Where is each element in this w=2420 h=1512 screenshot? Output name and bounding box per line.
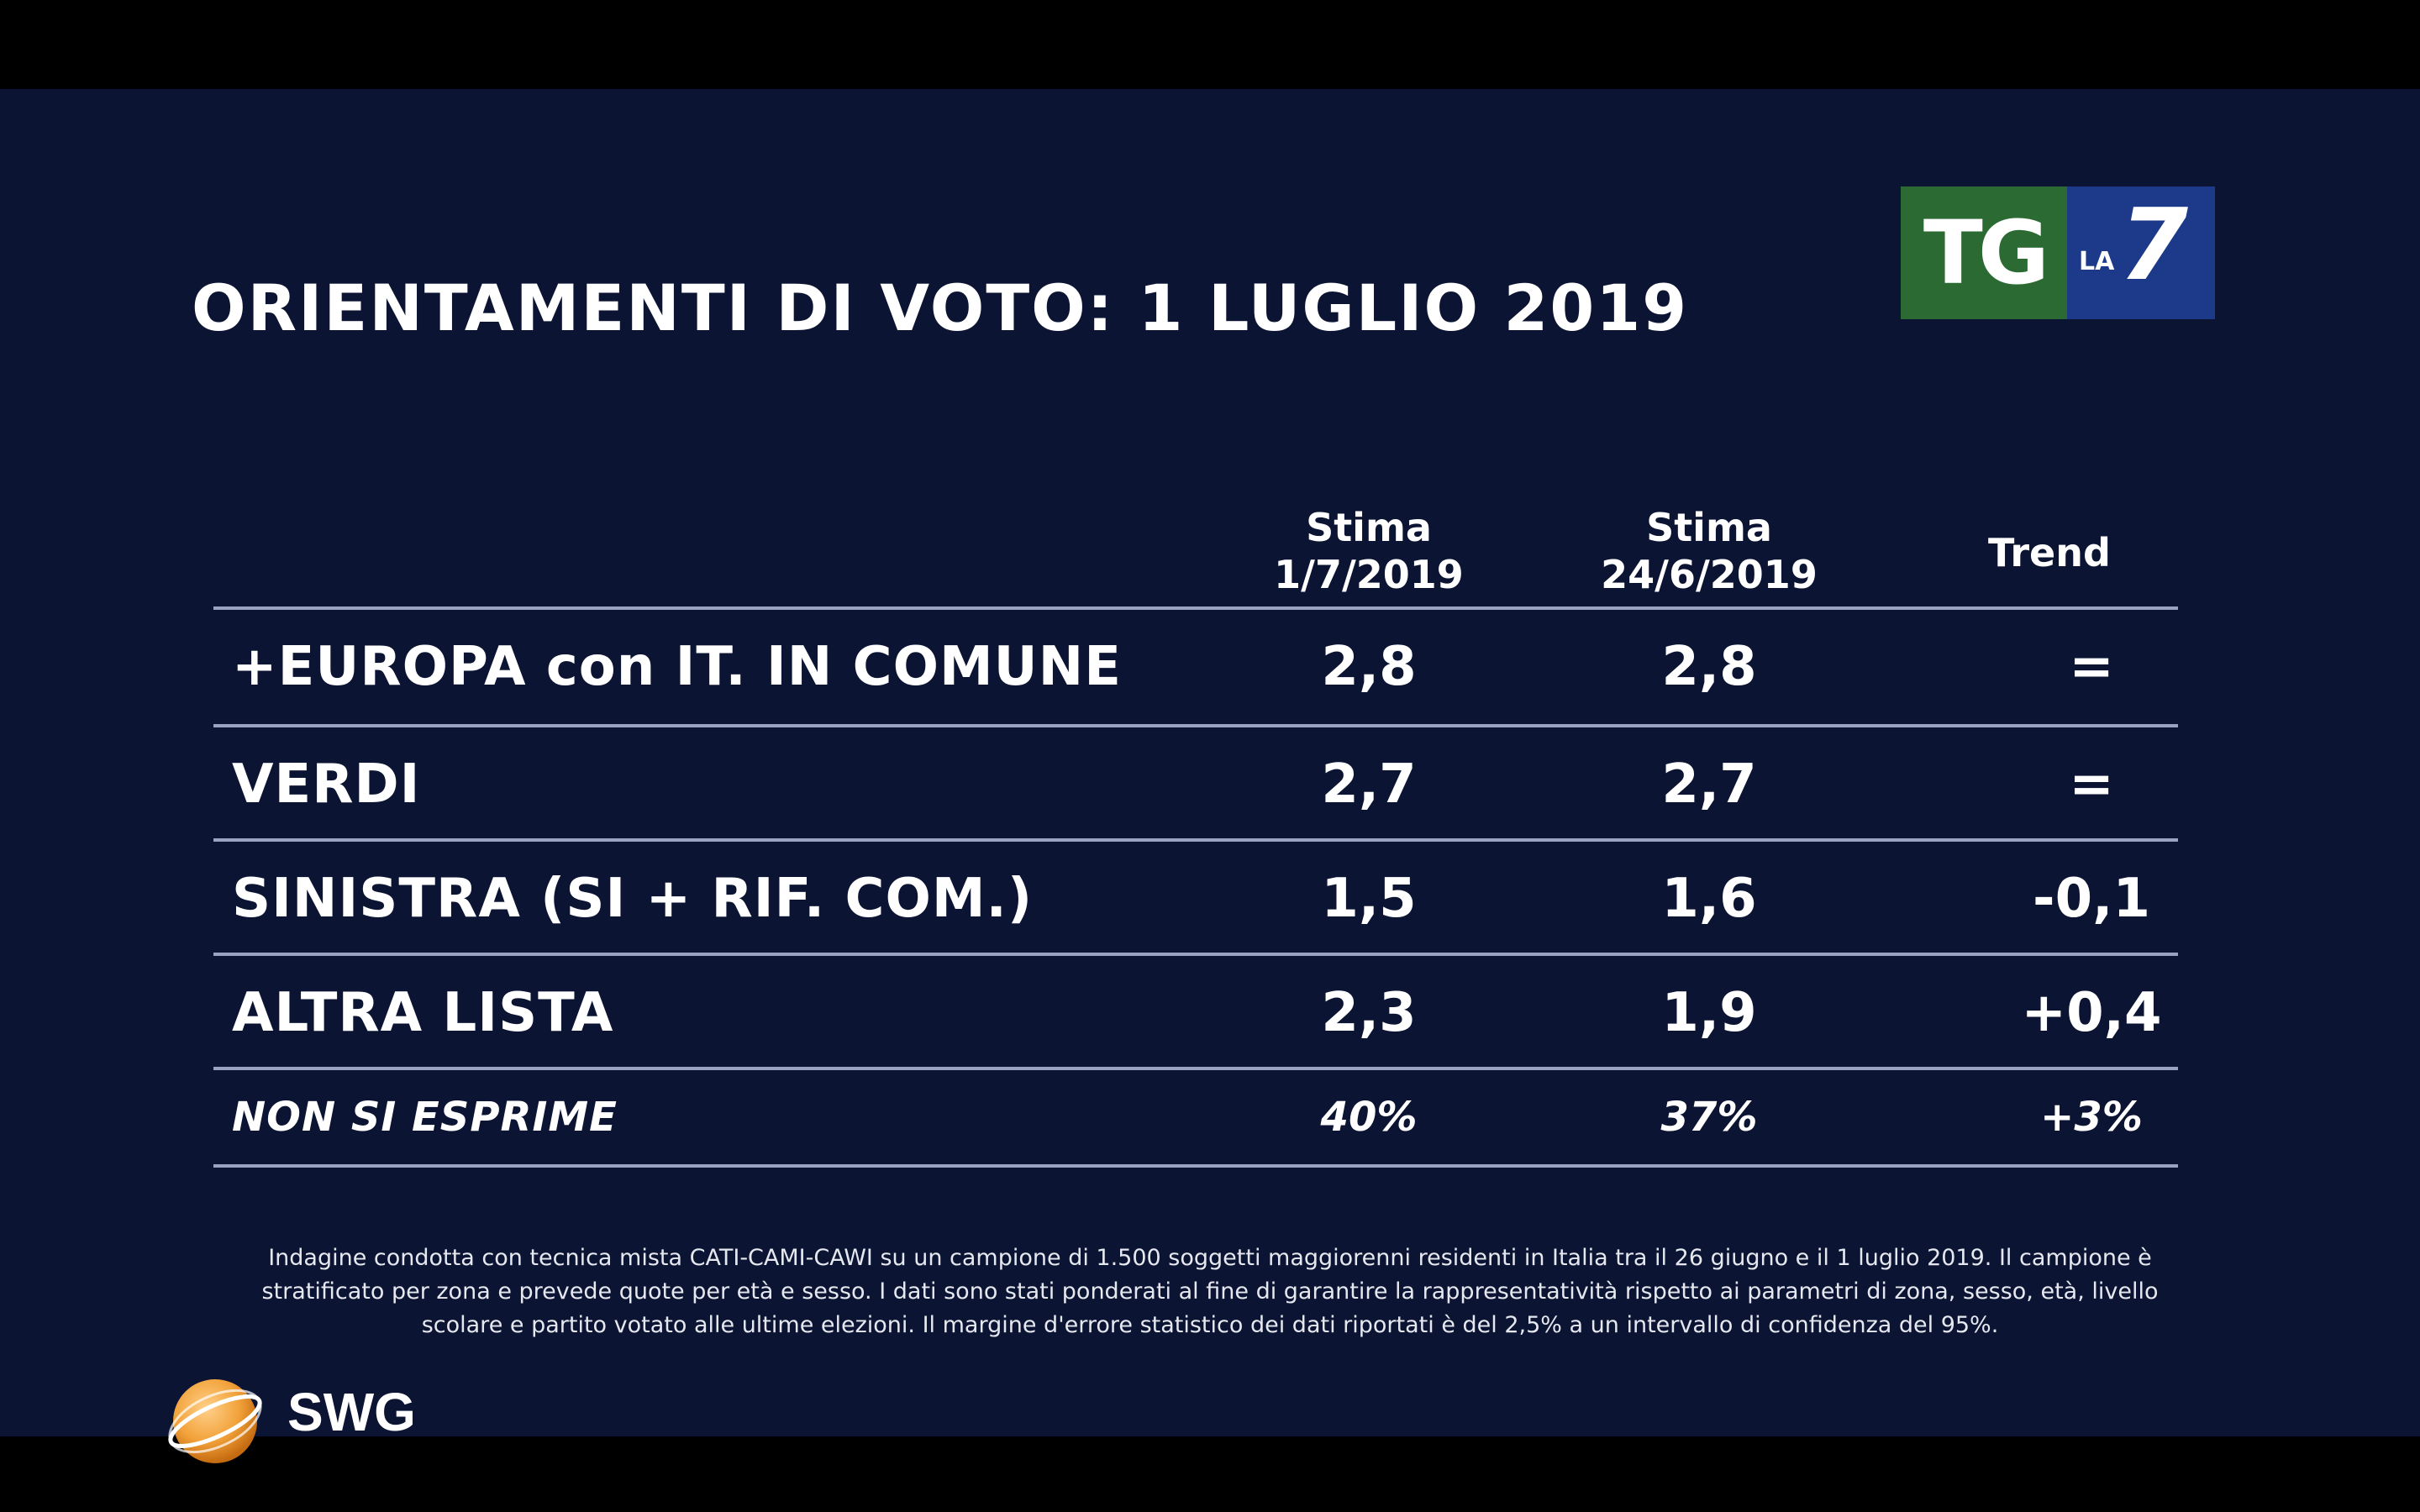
estimate-previous: 1,6 xyxy=(1661,868,1757,930)
column-header-line: Trend xyxy=(1988,530,2111,575)
swg-logo: SWG xyxy=(160,1364,445,1465)
trend-value: -0,1 xyxy=(2033,868,2150,930)
poll-table: Stima 1/7/2019 Stima 24/6/2019 Trend +EU… xyxy=(213,492,2178,1168)
table-header: Stima 1/7/2019 Stima 24/6/2019 Trend xyxy=(213,492,2178,610)
table-row: +EUROPA con IT. IN COMUNE 2,8 2,8 = xyxy=(213,610,2178,724)
globe-icon xyxy=(168,1379,262,1463)
methodology-note: Indagine condotta con tecnica mista CATI… xyxy=(193,1242,2227,1342)
party-name: +EUROPA con IT. IN COMUNE xyxy=(232,636,1122,698)
estimate-current: 40% xyxy=(1320,1094,1418,1141)
table-row: VERDI 2,7 2,7 = xyxy=(213,727,2178,842)
estimate-previous: 1,9 xyxy=(1661,982,1757,1044)
la7-logo-part: LA 7 xyxy=(2067,186,2215,319)
estimate-current: 1,5 xyxy=(1321,868,1417,930)
methodology-note-line: scolare e partito votato alle ultime ele… xyxy=(421,1312,1999,1338)
estimate-previous: 2,8 xyxy=(1661,636,1757,698)
page-title: ORIENTAMENTI DI VOTO: 1 LUGLIO 2019 xyxy=(192,270,1689,345)
tg-la7-logo: TG LA 7 xyxy=(1901,186,2215,319)
column-header-estimate-current: Stima 1/7/2019 xyxy=(1180,504,1558,598)
party-name: VERDI xyxy=(232,753,421,816)
methodology-note-line: Indagine condotta con tecnica mista CATI… xyxy=(268,1245,2152,1271)
column-header-date: 1/7/2019 xyxy=(1274,552,1464,597)
table-divider xyxy=(213,606,2178,610)
estimate-current: 2,7 xyxy=(1321,753,1417,816)
column-header-line: Stima xyxy=(1646,505,1772,550)
table-divider xyxy=(213,1067,2178,1070)
party-name: ALTRA LISTA xyxy=(232,982,614,1044)
trend-value: = xyxy=(2069,753,2114,816)
table-row: NON SI ESPRIME 40% 37% +3% xyxy=(213,1070,2178,1164)
estimate-previous: 37% xyxy=(1660,1094,1758,1141)
table-divider xyxy=(213,724,2178,727)
seven-label: 7 xyxy=(2119,186,2189,302)
trend-value: = xyxy=(2069,636,2114,698)
estimate-current: 2,8 xyxy=(1321,636,1417,698)
column-header-estimate-previous: Stima 24/6/2019 xyxy=(1520,504,1898,598)
methodology-note-line: stratificato per zona e prevede quote pe… xyxy=(261,1278,2159,1305)
estimate-current: 2,3 xyxy=(1321,982,1417,1044)
column-header-date: 24/6/2019 xyxy=(1601,552,1818,597)
table-row: SINISTRA (SI + RIF. COM.) 1,5 1,6 -0,1 xyxy=(213,842,2178,956)
tg-logo-part: TG xyxy=(1901,186,2067,319)
table-divider xyxy=(213,1164,2178,1168)
table-divider xyxy=(213,953,2178,956)
swg-label: SWG xyxy=(287,1382,416,1442)
poll-screen: ORIENTAMENTI DI VOTO: 1 LUGLIO 2019 TG L… xyxy=(0,89,2420,1463)
estimate-previous: 2,7 xyxy=(1661,753,1757,816)
la-label: LA xyxy=(2079,247,2115,276)
trend-value: +0,4 xyxy=(2021,982,2162,1044)
party-name: NON SI ESPRIME xyxy=(232,1094,618,1141)
party-name: SINISTRA (SI + RIF. COM.) xyxy=(232,868,1034,930)
trend-value: +3% xyxy=(2040,1094,2143,1141)
column-header-line: Stima xyxy=(1306,505,1432,550)
table-row: ALTRA LISTA 2,3 1,9 +0,4 xyxy=(213,956,2178,1070)
column-header-trend: Trend xyxy=(1860,529,2238,576)
table-divider xyxy=(213,838,2178,842)
